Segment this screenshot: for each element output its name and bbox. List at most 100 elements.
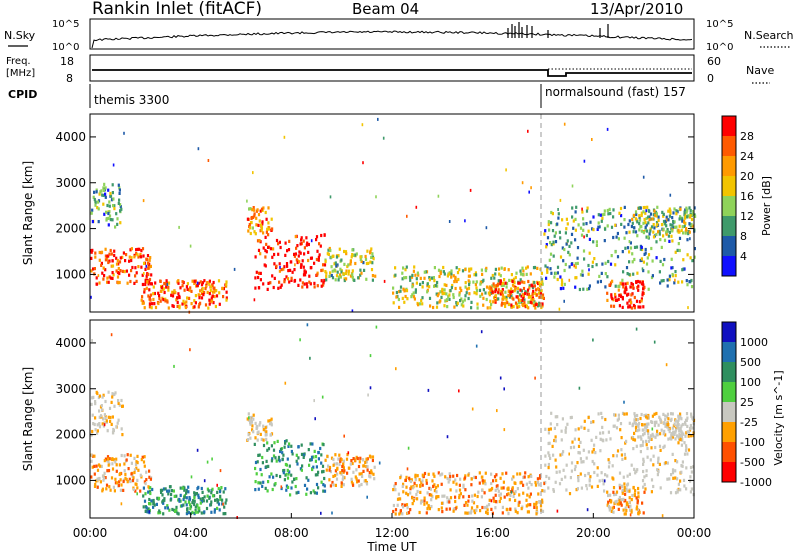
data-cell: [505, 168, 507, 172]
data-cell: [108, 210, 111, 214]
data-cell: [208, 298, 211, 302]
data-cell: [439, 473, 442, 477]
data-cell: [691, 224, 694, 228]
data-cell: [607, 430, 610, 434]
data-cell: [616, 231, 619, 236]
data-cell: [467, 296, 470, 301]
data-cell: [547, 222, 550, 227]
data-cell: [160, 286, 163, 290]
data-cell: [270, 472, 273, 476]
data-cell: [535, 302, 538, 307]
data-cell: [609, 281, 613, 285]
data-cell: [645, 216, 648, 221]
data-cell: [330, 273, 333, 278]
data-cell: [637, 511, 640, 515]
data-cell: [501, 293, 504, 297]
data-cell: [188, 296, 191, 300]
data-cell: [586, 487, 588, 491]
data-cell: [607, 465, 611, 469]
data-cell: [447, 480, 450, 484]
data-cell: [315, 482, 319, 487]
data-cell: [268, 227, 271, 231]
data-cell: [552, 240, 555, 244]
data-cell: [287, 444, 290, 448]
data-cell: [265, 437, 268, 441]
data-cell: [662, 227, 665, 231]
data-cell: [278, 240, 281, 244]
data-cell: [638, 218, 642, 222]
data-cell: [343, 476, 346, 480]
data-cell: [296, 260, 299, 265]
data-cell: [588, 268, 590, 272]
data-cell: [102, 417, 105, 421]
data-cell: [111, 259, 114, 263]
data-cell: [118, 480, 121, 484]
data-cell: [175, 505, 178, 509]
data-cell: [640, 257, 643, 261]
data-cell: [610, 295, 613, 299]
data-cell: [302, 453, 306, 457]
data-cell: [394, 273, 397, 277]
data-cell: [580, 425, 583, 429]
data-cell: [611, 297, 614, 301]
data-cell: [651, 414, 654, 418]
data-cell: [189, 244, 192, 248]
data-cell: [249, 421, 252, 425]
data-cell: [587, 272, 590, 276]
data-cell: [541, 282, 544, 286]
data-cell: [341, 469, 344, 473]
data-cell: [370, 469, 373, 473]
data-cell: [658, 270, 661, 274]
colorbar-swatch: [722, 236, 736, 256]
data-cell: [458, 496, 461, 500]
data-cell: [111, 392, 114, 396]
data-cell: [516, 305, 519, 309]
data-cell: [590, 420, 593, 424]
data-cell: [656, 222, 659, 226]
data-cell: [135, 279, 138, 283]
data-cell: [110, 476, 114, 480]
data-cell: [296, 462, 299, 466]
data-cell: [642, 305, 645, 309]
data-cell: [645, 262, 649, 266]
data-cell: [340, 270, 343, 274]
data-cell: [260, 228, 263, 232]
data-cell: [539, 292, 542, 296]
data-cell: [95, 282, 98, 286]
data-cell: [183, 495, 186, 499]
data-cell: [640, 412, 643, 417]
data-cell: [330, 456, 334, 460]
data-cell: [213, 286, 216, 290]
data-cell: [436, 284, 439, 288]
data-cell: [107, 280, 110, 284]
data-cell: [273, 276, 276, 280]
data-cell: [548, 258, 551, 262]
data-cell: [623, 218, 626, 222]
data-cell: [677, 414, 680, 418]
data-cell: [415, 277, 418, 281]
data-cell: [559, 287, 562, 291]
data-cell: [99, 414, 103, 418]
data-cell: [690, 470, 693, 474]
data-cell: [283, 478, 286, 482]
data-cell: [213, 510, 216, 514]
data-cell: [405, 475, 408, 479]
data-cell: [261, 484, 264, 488]
data-cell: [341, 477, 344, 481]
data-cell: [116, 222, 119, 226]
data-cell: [90, 256, 93, 260]
data-cell: [659, 486, 662, 490]
data-cell: [93, 422, 96, 427]
data-cell: [641, 267, 644, 271]
data-cell: [510, 303, 513, 307]
data-cell: [693, 247, 696, 251]
data-cell: [323, 280, 325, 284]
data-cell: [529, 294, 532, 298]
data-cell: [264, 248, 267, 253]
data-cell: [685, 446, 688, 450]
data-cell: [547, 462, 550, 467]
data-cell: [479, 294, 482, 298]
data-cell: [684, 231, 687, 235]
data-cell: [392, 286, 395, 290]
data-cell: [524, 305, 527, 309]
